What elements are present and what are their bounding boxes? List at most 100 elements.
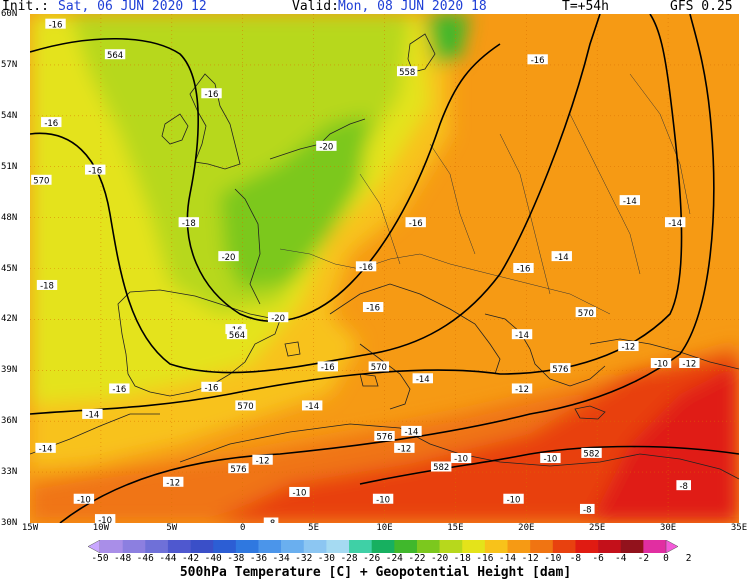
temperature-label-bg (372, 493, 394, 504)
temperature-label-bg (201, 381, 222, 392)
colorbar-tick-label: 0 (663, 553, 669, 564)
temperature-label-bg (401, 425, 422, 436)
height-label-bg (550, 363, 571, 374)
init-time: Sat, 06 JUN 2020 12 (58, 0, 207, 14)
colorbar-tick-label: -50 (91, 553, 109, 564)
lon-tick-label: 10W (92, 523, 110, 533)
temperature-label: -16 (531, 56, 545, 66)
temperature-label: -16 (409, 219, 423, 229)
temperature-label-bg (267, 312, 289, 323)
colorbar-cell (122, 540, 146, 553)
temperature-label: -10 (543, 455, 557, 465)
colorbar-cell (643, 540, 667, 553)
colorbar-tick-label: -2 (637, 553, 650, 564)
colorbar-cell (462, 540, 486, 553)
temperature-label: -18 (182, 219, 196, 229)
lon-tick-label: 15W (21, 523, 39, 533)
temperature-label: -14 (305, 402, 319, 412)
colorbar-tick-label: -14 (498, 553, 517, 564)
lon-tick-label: 5E (308, 523, 320, 533)
model-name: GFS 0.25 (670, 0, 733, 14)
lat-tick-label: 36N (1, 416, 18, 427)
colorbar-cell (303, 540, 327, 553)
height-label: 564 (229, 331, 245, 341)
lat-tick-label: 33N (1, 467, 18, 478)
height-label-bg (104, 49, 126, 60)
temperature-label: -14 (39, 445, 53, 455)
colorbar-tick-label: -16 (476, 553, 494, 564)
temperature-label: -10 (77, 495, 91, 505)
temperature-label-bg (218, 251, 239, 262)
colorbar-cell (575, 540, 599, 553)
colorbar-tick-label: -18 (453, 553, 471, 564)
height-label: 576 (230, 465, 246, 475)
map-title: 500hPa Temperature [C] + Geopotential He… (179, 565, 572, 580)
colorbar-cell (167, 540, 191, 553)
height-label-bg (575, 307, 597, 318)
temperature-label-bg (41, 117, 62, 128)
init-label: Init.: (2, 0, 49, 14)
colorbar-cell (439, 540, 463, 553)
lat-tick-label: 30N (1, 518, 18, 528)
lon-tick-label: 0 (239, 523, 246, 533)
temperature-label-bg (362, 302, 384, 313)
lat-tick-label: 57N (1, 59, 18, 70)
height-label-bg (396, 66, 418, 77)
temperature-label: -16 (205, 90, 219, 100)
temperature-label: -16 (49, 20, 63, 30)
temperature-label: -16 (205, 383, 219, 393)
temperature-label: -16 (517, 265, 531, 275)
height-label: 570 (237, 402, 253, 412)
colorbar-cell (258, 540, 282, 553)
colorbar-tick-label: -30 (317, 553, 335, 564)
temperature-label: -16 (44, 119, 58, 129)
temperature-label: -14 (623, 197, 637, 207)
lon-tick-label: 5W (166, 523, 178, 533)
temperature-label: -16 (112, 385, 126, 395)
temperature-label-bg (252, 454, 273, 465)
colorbar-cell (530, 540, 554, 553)
colorbar-tick-label: -44 (159, 553, 177, 564)
height-label-bg (31, 174, 52, 185)
colorbar-tick-label: -10 (544, 553, 562, 564)
temperature-label: -10 (507, 495, 521, 505)
temperature-label: -14 (404, 428, 418, 438)
temperature-label-bg (503, 493, 524, 504)
colorbar-tick-label: -28 (340, 553, 358, 564)
temperature-label-bg (527, 54, 548, 65)
lat-tick-label: 42N (1, 314, 18, 325)
height-label: 576 (552, 365, 568, 375)
colorbar-tick-label: -12 (521, 553, 539, 564)
colorbar-cell (190, 540, 214, 553)
height-label: 570 (33, 176, 49, 186)
lead-time: T=+54h (562, 0, 609, 14)
lat-tick-label: 45N (1, 263, 18, 274)
temperature-label: -20 (319, 143, 333, 153)
temperature-label-bg (579, 503, 595, 514)
temperature-label-bg (85, 164, 106, 175)
temperature-map: -16 -16 -16 -16 -16 -18 -16 -20 -20 -16 -18 -16 -14 -… (30, 14, 739, 523)
temperature-label-bg (263, 517, 279, 523)
temperature-label: -12 (166, 478, 180, 488)
temperature-label-bg (317, 361, 338, 372)
lon-tick-label: 10E (376, 523, 393, 533)
colorbar-cell (416, 540, 440, 553)
temperature-label-bg (619, 195, 641, 206)
lat-tick-label: 51N (1, 161, 18, 172)
valid-time: Mon, 08 JUN 2020 18 (338, 0, 487, 14)
colorbar-cell (326, 540, 350, 553)
temperature-label-bg (664, 217, 686, 228)
colorbar-tick-label: -34 (272, 553, 290, 564)
colorbar-cell (145, 540, 169, 553)
lon-tick-label: 15E (447, 523, 464, 533)
temperature-label: -10 (98, 516, 112, 523)
temperature-label: -18 (40, 282, 54, 292)
temperature-label: -16 (366, 304, 380, 314)
temperature-label: -14 (668, 219, 682, 229)
temperature-label-bg (163, 476, 184, 487)
lon-tick-label: 35E (730, 523, 748, 533)
colorbar (88, 540, 678, 553)
temperature-label-bg (316, 140, 337, 151)
height-label: 570 (578, 309, 594, 319)
lon-tick-label: 30E (659, 523, 677, 533)
